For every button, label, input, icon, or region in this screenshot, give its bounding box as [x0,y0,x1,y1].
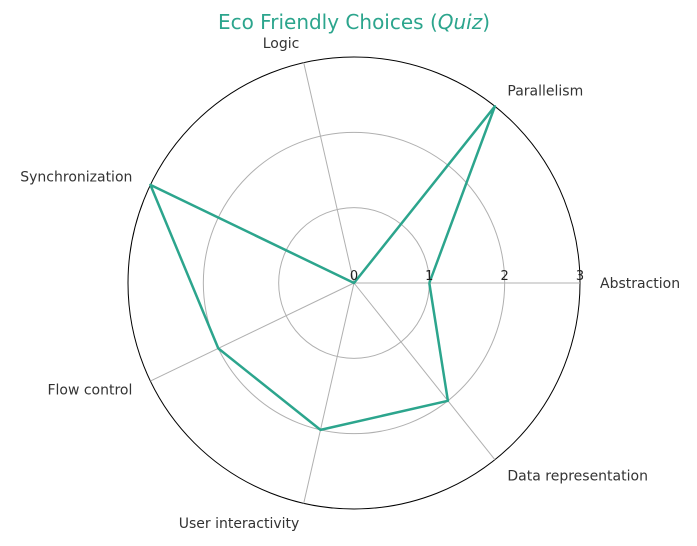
tick-label-layer: 0 1 2 3 [350,269,584,284]
series-line-quiz [149,105,497,432]
axis-label-user-interactivity: User interactivity [179,516,300,532]
spoke-logic [303,62,355,284]
tick-label-0: 0 [350,269,358,284]
axis-label-synchronization: Synchronization [20,169,132,185]
spoke-layer [150,62,580,504]
tick-label-1: 1 [425,269,433,284]
tick-label-2: 2 [501,269,509,284]
axis-label-layer: Abstraction Parallelism Logic Synchronizati… [20,36,680,532]
spoke-data-representation [353,282,496,461]
spoke-flow-control [150,282,355,382]
chart-title: Eco Friendly Choices (Quiz) [218,10,490,34]
axis-label-logic: Logic [263,36,300,52]
axis-label-parallelism: Parallelism [507,84,583,100]
axis-label-abstraction: Abstraction [600,276,680,292]
tick-label-3: 3 [576,269,584,284]
series-layer [149,105,497,432]
axis-label-data-representation: Data representation [507,468,648,484]
axis-label-flow-control: Flow control [47,383,132,399]
spoke-user-interactivity [303,282,355,504]
